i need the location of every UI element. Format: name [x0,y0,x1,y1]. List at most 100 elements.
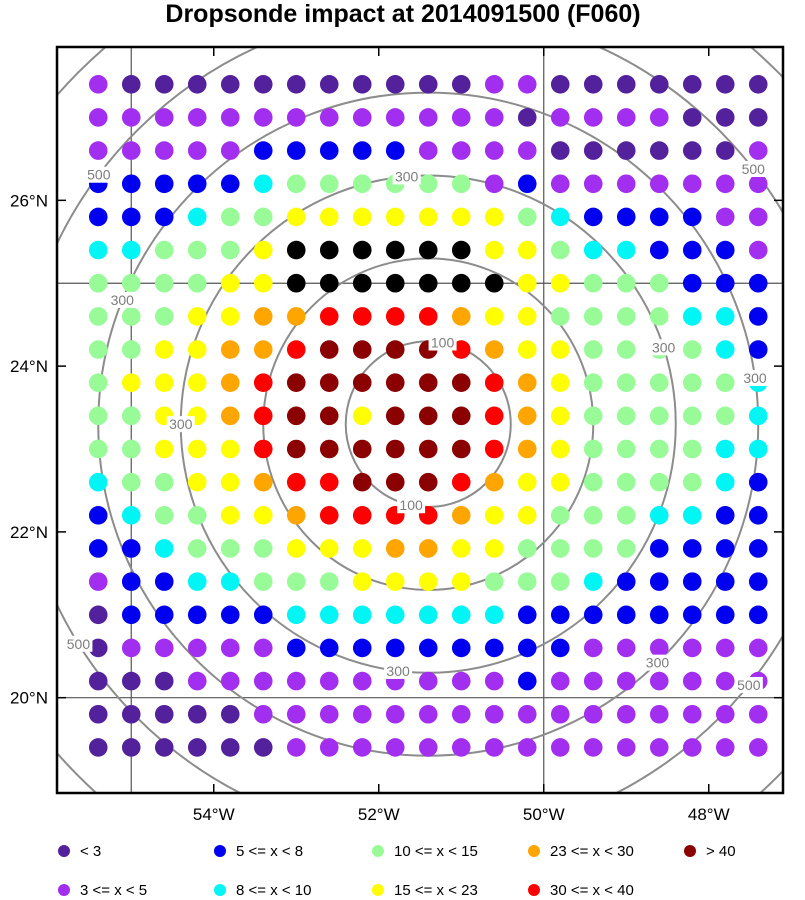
impact-point [451,472,471,492]
impact-point [187,605,207,625]
impact-point [517,539,537,558]
impact-point [286,638,306,658]
impact-point [88,141,108,160]
impact-point [550,240,570,260]
impact-point [583,307,603,326]
svg-text:500: 500 [737,677,761,693]
contour-label: 500 [64,635,93,652]
impact-point [649,373,669,393]
svg-text:100: 100 [399,497,423,513]
impact-point [352,539,372,558]
impact-point [418,406,438,426]
impact-point [715,671,735,691]
impact-point [583,406,603,426]
impact-point [121,75,141,94]
svg-text:500: 500 [742,161,766,177]
impact-point [187,738,207,757]
impact-point [616,671,636,691]
impact-point [418,207,438,227]
impact-point [715,539,735,558]
impact-point [220,638,240,658]
impact-point [253,406,273,426]
impact-point [319,638,339,658]
impact-point [649,141,669,160]
impact-point [451,340,471,359]
legend-item: 8 <= x < 10 [214,882,311,899]
impact-point [484,207,504,227]
contour-label: 500 [734,676,763,693]
svg-text:300: 300 [386,663,410,679]
impact-point [154,638,174,658]
impact-point [682,572,702,591]
impact-point [583,572,603,591]
impact-point [550,373,570,393]
impact-point [748,638,768,658]
impact-point [385,406,405,426]
impact-point [748,108,768,127]
impact-point [649,638,669,658]
impact-point [88,373,108,393]
impact-point [418,373,438,393]
y-tick-label: 22°N [10,523,48,542]
legend-swatch [684,845,696,857]
impact-point [517,75,537,94]
impact-point [121,506,141,525]
impact-point [154,539,174,558]
impact-point [583,240,603,260]
impact-point [748,406,768,426]
impact-point [121,307,141,326]
impact-point [649,738,669,757]
impact-point [649,572,669,591]
impact-point [154,240,174,260]
impact-point [715,406,735,426]
impact-point [121,605,141,625]
contour-label: 500 [84,166,113,183]
legend-item: 10 <= x < 15 [372,843,478,860]
impact-point [319,207,339,227]
impact-point [154,273,174,293]
impact-point [484,539,504,558]
impact-point [187,141,207,160]
impact-point [682,539,702,558]
impact-point [550,439,570,459]
impact-point [352,439,372,459]
impact-point [715,506,735,525]
impact-point [88,704,108,724]
impact-point [88,406,108,426]
impact-point [319,174,339,194]
legend-label: 15 <= x < 23 [394,882,478,899]
impact-point [220,174,240,194]
impact-point [583,638,603,658]
impact-point [649,174,669,194]
impact-point [121,406,141,426]
impact-point [682,75,702,94]
impact-point [715,638,735,658]
impact-point [220,307,240,326]
impact-point [220,273,240,293]
impact-point [616,605,636,625]
impact-point [484,638,504,658]
impact-point [220,605,240,625]
impact-point [253,373,273,393]
impact-point [352,638,372,658]
impact-point [583,108,603,127]
impact-point [352,373,372,393]
impact-point [385,141,405,160]
impact-point [484,373,504,393]
x-tick-label: 50°W [523,805,565,824]
impact-point [649,240,669,260]
impact-point [88,638,108,658]
impact-point [286,506,306,525]
impact-point [484,340,504,359]
impact-point [121,207,141,227]
impact-point [319,738,339,757]
legend-item: 23 <= x < 30 [528,843,634,860]
impact-point [154,108,174,127]
contour-label: 100 [428,334,457,351]
impact-point [748,273,768,293]
impact-point [517,605,537,625]
impact-point [220,671,240,691]
impact-point [385,704,405,724]
impact-point [550,174,570,194]
